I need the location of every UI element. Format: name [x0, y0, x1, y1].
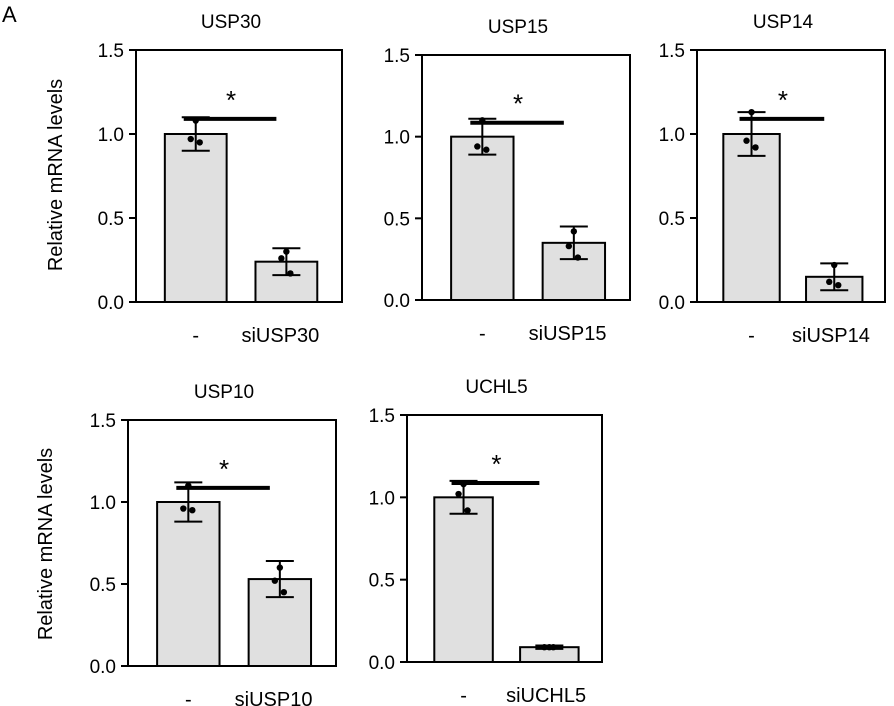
y-tick-label: 0.0 — [659, 293, 685, 314]
data-point — [483, 146, 490, 153]
bar-control — [156, 501, 221, 667]
plot-frame — [696, 49, 886, 303]
data-point — [287, 270, 294, 277]
y-tick-label: 1.0 — [384, 128, 410, 149]
data-point — [283, 248, 290, 255]
bar-chart-usp30: USP30 0.0 0.5 1.0 1.5 Relative mRNA levels - si… — [45, 12, 343, 347]
bar-control — [722, 133, 781, 303]
x-category-label: - — [479, 323, 486, 345]
bar-chart-usp14: USP14 0.0 0.5 1.0 1.5 - siUSP14 * — [659, 12, 886, 347]
data-point — [464, 507, 471, 514]
chart-title: UCHL5 — [465, 377, 527, 398]
data-point — [752, 144, 759, 151]
y-tick-label: 0.5 — [90, 575, 116, 596]
y-tick-label: 0.5 — [98, 209, 124, 230]
data-point — [550, 643, 557, 651]
y-tick-label: 0.5 — [369, 571, 395, 592]
data-point — [743, 137, 750, 144]
bar-control — [433, 496, 494, 664]
y-tick-label: 0.0 — [369, 653, 395, 674]
significance-star: * — [513, 89, 523, 119]
y-tick-label: 1.0 — [90, 493, 116, 514]
data-point — [565, 242, 573, 250]
data-point — [278, 255, 285, 262]
bar-control — [450, 135, 515, 301]
significance-star: * — [778, 85, 788, 115]
plot-frame — [421, 54, 631, 301]
plot-frame — [127, 419, 337, 667]
y-tick-label: 0.0 — [90, 657, 116, 678]
chart-title: USP10 — [194, 382, 254, 403]
chart-title: USP14 — [753, 12, 814, 33]
plot-frame — [406, 414, 603, 663]
x-category-label: - — [748, 325, 755, 347]
y-tick-label: 1.5 — [369, 406, 395, 427]
x-category-label: - — [460, 685, 467, 706]
x-category-label: siUSP14 — [792, 325, 870, 347]
x-category-label: siUSP30 — [241, 325, 319, 347]
bar-control — [163, 133, 228, 303]
x-category-label: - — [192, 325, 199, 347]
data-point — [826, 278, 833, 286]
data-point — [474, 143, 481, 150]
significance-star: * — [219, 454, 229, 484]
data-point — [271, 577, 279, 584]
chart-title: USP15 — [488, 17, 548, 38]
y-axis-label: Relative mRNA levels — [35, 448, 57, 640]
x-category-label: siUSP15 — [529, 323, 607, 345]
data-point — [196, 139, 203, 146]
bar-chart-usp10: USP10 0.0 0.5 1.0 1.5 Relative mRNA levels - si… — [35, 382, 337, 706]
y-tick-label: 0.0 — [98, 293, 124, 314]
bar-chart-uchl5: UCHL5 0.0 0.5 1.0 1.5 - siUCHL5 * — [369, 377, 603, 706]
data-point — [276, 564, 284, 571]
significance-star: * — [491, 449, 501, 479]
y-tick-label: 1.5 — [659, 41, 685, 62]
data-point — [187, 135, 194, 143]
x-category-label: - — [185, 689, 192, 706]
data-point — [831, 261, 838, 269]
data-point — [835, 282, 842, 289]
y-tick-label: 1.0 — [369, 488, 395, 509]
x-category-label: siUSP10 — [235, 689, 313, 706]
data-point — [574, 254, 582, 261]
data-point — [180, 505, 187, 512]
y-tick-label: 0.5 — [659, 209, 685, 230]
y-tick-label: 0.5 — [384, 209, 410, 230]
y-axis-label: Relative mRNA levels — [45, 79, 67, 271]
data-point — [189, 507, 196, 514]
data-point — [541, 643, 548, 651]
panel-letter: A — [2, 2, 17, 27]
y-tick-label: 1.5 — [98, 41, 124, 62]
significance-star: * — [226, 85, 236, 115]
data-point — [280, 589, 288, 596]
data-point — [748, 108, 755, 116]
data-point — [455, 490, 462, 498]
y-tick-label: 1.5 — [90, 411, 116, 432]
y-tick-label: 1.5 — [384, 46, 410, 67]
plot-frame — [135, 49, 343, 303]
y-tick-label: 1.0 — [659, 125, 685, 146]
chart-title: USP30 — [201, 12, 261, 33]
bar-chart-usp15: USP15 0.0 0.5 1.0 1.5 - siUSP15 * — [384, 17, 631, 345]
y-tick-label: 1.0 — [98, 125, 124, 146]
data-point — [570, 228, 578, 235]
x-category-label: siUCHL5 — [506, 685, 586, 706]
y-tick-label: 0.0 — [384, 291, 410, 312]
